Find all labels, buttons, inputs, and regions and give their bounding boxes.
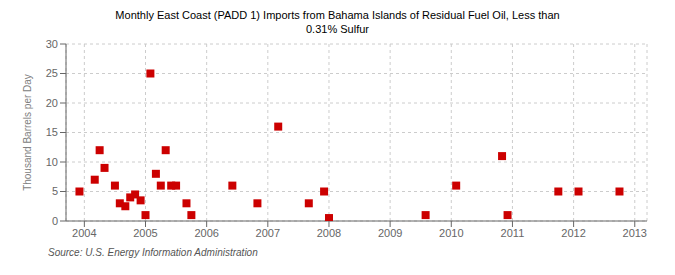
html-text:0.31% Sulfur: 0.31% Sulfur <box>306 23 369 35</box>
svg-text:Thousand Barrels per Day: Thousand Barrels per Day <box>22 74 33 191</box>
svg-text:2009: 2009 <box>378 227 402 239</box>
html-text:Monthly East Coast (PADD 1) Im: Monthly East Coast (PADD 1) Imports from… <box>115 9 560 21</box>
svg-text:2006: 2006 <box>194 227 218 239</box>
svg-text:2011: 2011 <box>501 227 525 239</box>
svg-text:2013: 2013 <box>623 227 647 239</box>
svg-text:20: 20 <box>46 97 58 109</box>
svg-text:2007: 2007 <box>256 227 280 239</box>
svg-text:0: 0 <box>52 215 58 227</box>
svg-text:15: 15 <box>46 126 58 138</box>
svg-text:2012: 2012 <box>561 227 585 239</box>
html-text:Source: U.S. Energy Informatio: Source: U.S. Energy Information Administ… <box>48 247 258 258</box>
svg-text:2010: 2010 <box>439 227 463 239</box>
svg-text:10: 10 <box>46 156 58 168</box>
svg-text:2004: 2004 <box>72 227 96 239</box>
svg-text:2005: 2005 <box>133 227 157 239</box>
svg-text:25: 25 <box>46 67 58 79</box>
svg-text:30: 30 <box>46 38 58 50</box>
svg-text:2008: 2008 <box>317 227 341 239</box>
svg-text:5: 5 <box>52 185 58 197</box>
